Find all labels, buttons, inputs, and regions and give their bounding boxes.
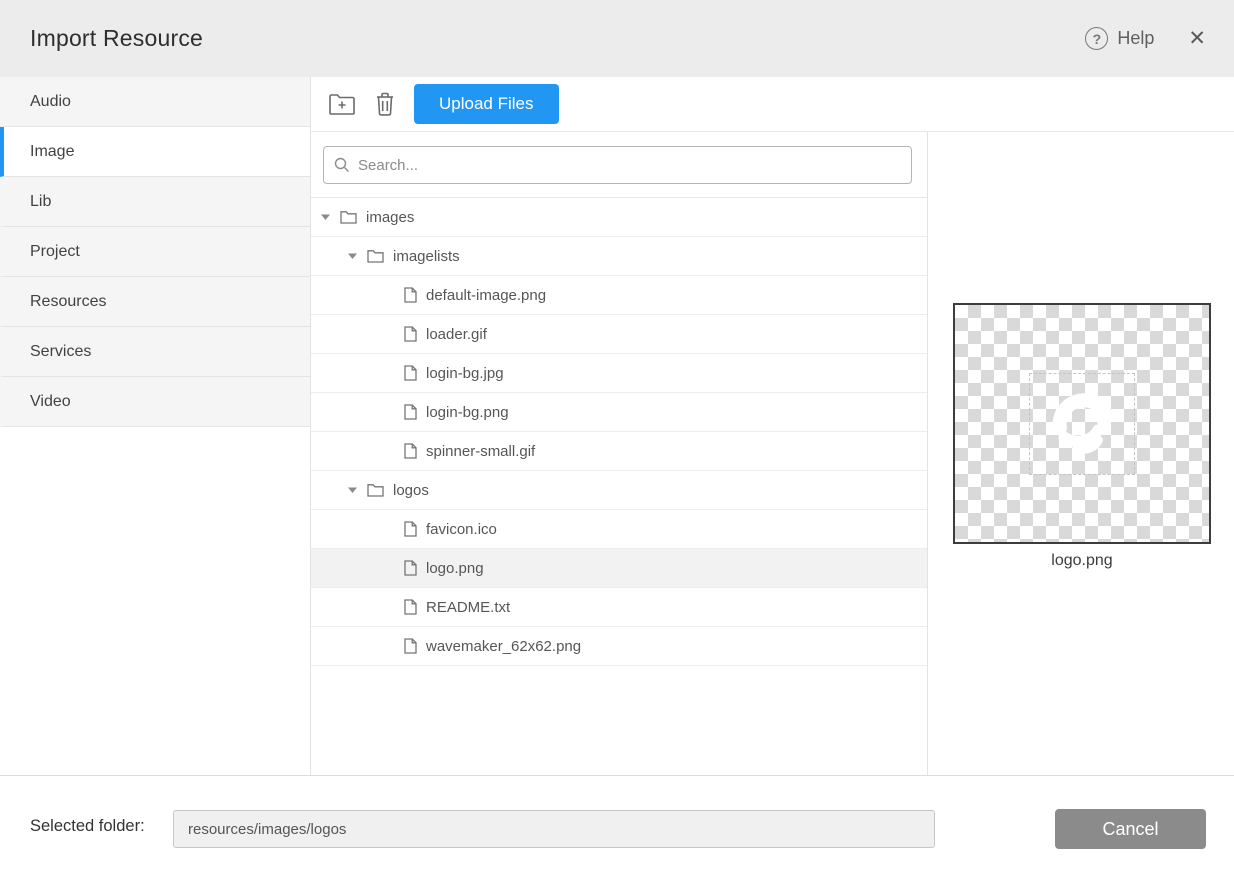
search-icon xyxy=(334,157,350,173)
page-title: Import Resource xyxy=(30,25,204,51)
tree-row-label: README.txt xyxy=(426,598,511,616)
caret-down-icon[interactable] xyxy=(348,487,357,493)
tree-row-label: imagelists xyxy=(393,247,460,265)
sidebar-item-resources[interactable]: Resources xyxy=(0,277,310,327)
tree-row-file[interactable]: favicon.ico xyxy=(311,510,927,549)
sidebar-item-video[interactable]: Video xyxy=(0,377,310,427)
file-tree-pane: images imagelists xyxy=(311,132,928,775)
sidebar-item-image[interactable]: Image xyxy=(0,127,310,177)
tree-row-file[interactable]: default-image.png xyxy=(311,276,927,315)
selected-folder-input[interactable] xyxy=(173,810,935,848)
file-icon xyxy=(404,404,417,420)
sidebar-item-label: Audio xyxy=(30,92,71,110)
search-input[interactable] xyxy=(358,156,901,174)
sidebar-item-lib[interactable]: Lib xyxy=(0,177,310,227)
upload-files-button[interactable]: Upload Files xyxy=(414,84,559,124)
cancel-button[interactable]: Cancel xyxy=(1055,809,1206,849)
file-tree: images imagelists xyxy=(311,198,927,775)
help-button[interactable]: ? Help xyxy=(1085,27,1154,50)
tree-row-label: images xyxy=(366,208,415,226)
help-label: Help xyxy=(1117,28,1155,48)
sidebar-item-label: Image xyxy=(30,142,75,160)
sidebar-item-label: Video xyxy=(30,392,71,410)
image-preview xyxy=(953,303,1211,544)
search-box xyxy=(323,146,912,184)
file-icon xyxy=(404,443,417,459)
search-container xyxy=(311,132,927,198)
sidebar-item-label: Lib xyxy=(30,192,52,210)
tree-row-label: default-image.png xyxy=(426,286,547,304)
file-icon xyxy=(404,560,417,576)
file-icon xyxy=(404,638,417,654)
sidebar-item-label: Services xyxy=(30,342,92,360)
tree-row-label: loader.gif xyxy=(426,325,487,343)
wavemaker-logo-image xyxy=(1046,388,1118,460)
sidebar-item-services[interactable]: Services xyxy=(0,327,310,377)
tree-row-file[interactable]: logo.png xyxy=(311,549,927,588)
tree-row-folder[interactable]: logos xyxy=(311,471,927,510)
preview-pane: logo.png xyxy=(928,132,1234,775)
preview-filename: logo.png xyxy=(1051,552,1113,569)
folder-icon xyxy=(367,483,384,497)
file-icon xyxy=(404,326,417,342)
file-icon xyxy=(404,599,417,615)
tree-row-file[interactable]: loader.gif xyxy=(311,315,927,354)
sidebar-item-label: Project xyxy=(30,242,80,260)
tree-row-label: logos xyxy=(393,481,429,499)
file-toolbar: Upload Files xyxy=(311,77,1234,132)
tree-row-label: login-bg.png xyxy=(426,403,509,421)
tree-row-file[interactable]: README.txt xyxy=(311,588,927,627)
file-icon xyxy=(404,287,417,303)
tree-row-label: wavemaker_62x62.png xyxy=(426,637,582,655)
dialog-header: Import Resource ? Help ✕ xyxy=(0,0,1234,77)
tree-row-label: logo.png xyxy=(426,559,484,577)
new-folder-icon xyxy=(328,92,356,116)
trash-icon xyxy=(374,91,396,117)
file-icon xyxy=(404,521,417,537)
tree-row-file[interactable]: wavemaker_62x62.png xyxy=(311,627,927,666)
tree-row-file[interactable]: login-bg.jpg xyxy=(311,354,927,393)
tree-row-label: login-bg.jpg xyxy=(426,364,504,382)
tree-row-file[interactable]: login-bg.png xyxy=(311,393,927,432)
selected-folder-label: Selected folder: xyxy=(30,817,145,835)
sidebar-item-label: Resources xyxy=(30,292,107,310)
file-icon xyxy=(404,365,417,381)
dialog-footer: Selected folder: Cancel xyxy=(0,775,1234,873)
sidebar-item-project[interactable]: Project xyxy=(0,227,310,277)
tree-row-file[interactable]: spinner-small.gif xyxy=(311,432,927,471)
sidebar-item-audio[interactable]: Audio xyxy=(0,77,310,127)
caret-down-icon[interactable] xyxy=(348,253,357,259)
delete-button[interactable] xyxy=(370,87,400,121)
folder-icon xyxy=(340,210,357,224)
tree-row-folder[interactable]: images xyxy=(311,198,927,237)
tree-row-label: favicon.ico xyxy=(426,520,497,538)
close-icon[interactable]: ✕ xyxy=(1188,27,1206,50)
folder-icon xyxy=(367,249,384,263)
tree-row-label: spinner-small.gif xyxy=(426,442,536,460)
new-folder-button[interactable] xyxy=(324,88,360,120)
help-icon: ? xyxy=(1085,27,1109,50)
category-sidebar: Audio Image Lib Project Resources Servic… xyxy=(0,77,311,775)
logo-selection-box xyxy=(1029,372,1135,475)
tree-row-folder[interactable]: imagelists xyxy=(311,237,927,276)
dialog-body: Audio Image Lib Project Resources Servic… xyxy=(0,77,1234,775)
caret-down-icon[interactable] xyxy=(321,214,330,220)
